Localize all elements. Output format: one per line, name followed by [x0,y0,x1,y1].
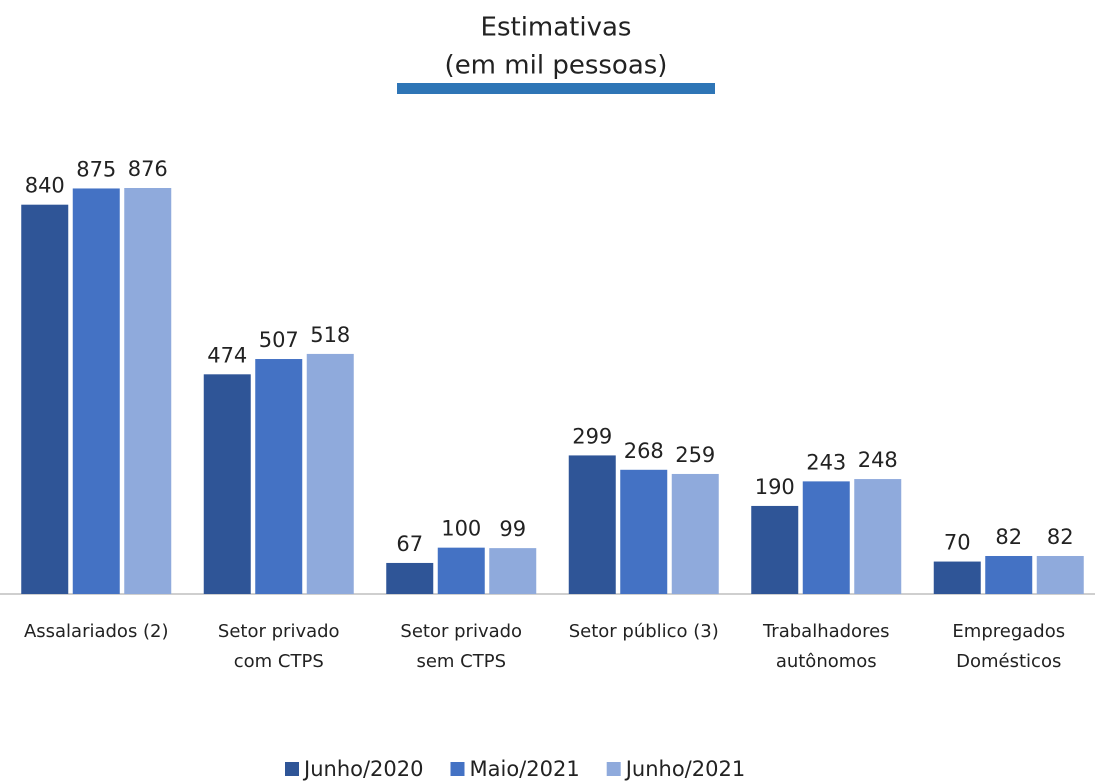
value-label: 507 [259,328,299,352]
value-label: 299 [572,424,612,448]
value-label: 70 [944,531,971,555]
bar [568,455,616,594]
value-label: 243 [806,450,846,474]
legend-label: Junho/2020 [302,757,424,781]
value-label: 875 [76,157,116,181]
bar [671,473,719,594]
chart-subtitle: (em mil pessoas) [445,51,668,81]
bar [489,548,537,594]
bar [751,505,799,594]
bar [437,547,485,594]
legend-label: Junho/2021 [624,757,746,781]
x-tick-label: Assalariados (2) [24,621,169,642]
chart-title: Estimativas [481,13,632,43]
value-label: 248 [858,448,898,472]
x-tick-label: Setor privado com CTPS [218,621,340,672]
x-tick-label: Setor privado sem CTPS [400,621,522,672]
value-label: 82 [1047,525,1074,549]
bar [386,562,434,594]
title-underline [397,83,715,94]
value-label: 99 [499,517,526,541]
value-label: 190 [755,475,795,499]
legend-swatch [450,762,465,776]
value-label: 82 [995,525,1022,549]
value-label: 67 [396,532,423,556]
bar [21,204,69,594]
x-tick-label: Trabalhadores autônomos [762,621,890,672]
legend-swatch [606,762,621,776]
value-label: 876 [128,157,168,181]
bar [124,188,172,594]
bar [620,469,668,594]
value-label: 100 [441,517,481,541]
bar [1036,555,1084,594]
legend-swatch [285,762,299,776]
value-label: 518 [310,323,350,347]
value-label: 259 [675,443,715,467]
x-tick-label: Setor público (3) [569,621,719,642]
bar [933,561,981,594]
bar [985,555,1033,594]
x-tick-label: Empregados Domésticos [952,621,1065,672]
bar [802,481,850,594]
legend-label: Maio/2021 [470,757,580,781]
bar [203,374,251,594]
bar [255,359,303,594]
bar [854,479,902,594]
bar [72,188,120,594]
value-label: 474 [207,343,247,367]
value-label: 840 [25,174,65,198]
bar [306,353,354,594]
value-label: 268 [624,439,664,463]
